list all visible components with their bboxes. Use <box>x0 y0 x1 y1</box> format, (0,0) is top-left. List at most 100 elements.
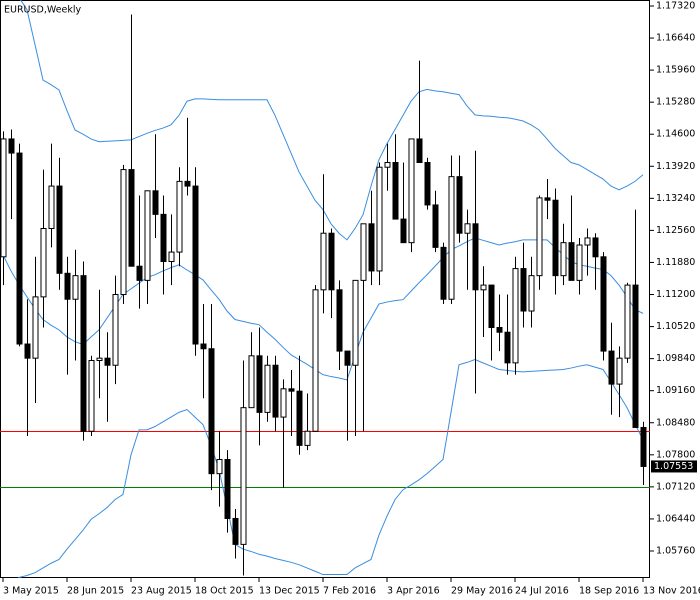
candle-body <box>192 185 199 345</box>
x-tick-label: 24 Jul 2016 <box>515 586 569 597</box>
y-tick-label: 1.07800 <box>656 449 695 460</box>
candle-body <box>24 343 31 359</box>
x-tick-label: 28 Jun 2015 <box>67 586 124 597</box>
candle-body <box>600 256 607 352</box>
candle-body <box>0 138 7 258</box>
last-price-label: 1.07553 <box>654 461 693 472</box>
candle-body <box>280 388 287 418</box>
candle-body <box>576 244 583 281</box>
candle-body <box>136 265 143 281</box>
candle-body <box>616 357 623 385</box>
candle-body <box>496 327 503 333</box>
y-tick-label: 1.13920 <box>656 161 695 172</box>
candle-body <box>64 272 71 300</box>
candle-body <box>608 350 615 385</box>
candle-body <box>344 350 351 366</box>
chart-title: EURUSD,Weekly <box>4 5 82 16</box>
candle-body <box>392 162 399 220</box>
candle-body <box>352 279 359 366</box>
y-tick-label: 1.14600 <box>656 129 695 140</box>
candle-body <box>272 364 279 418</box>
candle-body <box>264 364 271 413</box>
candle-body <box>56 185 63 274</box>
x-tick-label: 13 Dec 2015 <box>259 586 320 597</box>
y-tick-label: 1.06440 <box>656 513 695 524</box>
candle-body <box>16 152 23 345</box>
candle-body <box>416 138 423 164</box>
candle-body <box>512 268 519 364</box>
candle-body <box>40 228 47 298</box>
candle-body <box>400 218 407 244</box>
candle-body <box>384 162 391 168</box>
candle-body <box>568 242 575 281</box>
candle-body <box>432 204 439 248</box>
x-tick-label: 3 Apr 2016 <box>387 586 440 597</box>
y-tick-label: 1.17320 <box>656 0 695 11</box>
candle-body <box>304 430 311 446</box>
y-tick-label: 1.15960 <box>656 65 695 76</box>
candle-body <box>504 331 511 364</box>
x-tick-label: 18 Sep 2016 <box>579 586 639 597</box>
x-tick-label: 13 Nov 2016 <box>643 586 700 597</box>
candle-body <box>184 180 191 187</box>
candle-body <box>160 213 167 263</box>
candle-body <box>592 237 599 258</box>
candle-body <box>296 390 303 446</box>
candle-body <box>368 223 375 272</box>
y-tick-label: 1.09160 <box>656 385 695 396</box>
y-tick-label: 1.08480 <box>656 417 695 428</box>
candle-body <box>248 355 255 409</box>
candle-body <box>224 459 231 519</box>
candle-body <box>208 348 215 475</box>
plot-area <box>0 0 650 578</box>
x-tick-label: 7 Feb 2016 <box>323 586 376 597</box>
candle-body <box>320 232 327 291</box>
candle-body <box>312 289 319 432</box>
candle-body <box>464 223 471 234</box>
y-tick-label: 1.16640 <box>656 33 695 44</box>
candle-body <box>408 138 415 244</box>
y-tick-label: 1.11880 <box>656 257 695 268</box>
candle-body <box>32 296 39 359</box>
candle-body <box>256 355 263 413</box>
candle-body <box>440 246 447 300</box>
candle-body <box>168 251 175 263</box>
x-tick-label: 23 Aug 2015 <box>131 586 192 597</box>
candle-body <box>472 223 479 291</box>
candle-body <box>152 190 159 215</box>
candle-body <box>88 360 95 432</box>
candle-body <box>552 199 559 277</box>
candle-body <box>328 232 335 291</box>
candle-body <box>240 407 247 545</box>
candle-body <box>8 138 15 154</box>
candle-body <box>288 388 295 392</box>
candle-body <box>216 459 223 475</box>
candle-body <box>536 197 543 277</box>
candle-body <box>80 275 87 432</box>
candle-body <box>376 166 383 272</box>
candle-body <box>232 517 239 545</box>
candle-body <box>456 176 463 234</box>
x-tick-label: 29 May 2016 <box>451 586 513 597</box>
candle-body <box>336 289 343 352</box>
candle-body <box>72 275 79 300</box>
candle-body <box>176 180 183 253</box>
candle-body <box>424 162 431 206</box>
last-price-box <box>651 460 697 473</box>
y-tick-label: 1.13240 <box>656 193 695 204</box>
y-tick-label: 1.05760 <box>656 545 695 556</box>
candle-body <box>120 169 127 296</box>
candle-body <box>128 169 135 267</box>
candle-body <box>480 284 487 291</box>
candle-body <box>96 357 103 362</box>
candle-body <box>520 268 527 312</box>
candle-body <box>48 185 55 230</box>
bollinger-band <box>2 237 644 381</box>
candle-body <box>584 237 591 246</box>
candle-body <box>144 190 151 281</box>
candle-body <box>112 294 119 366</box>
candle-body <box>104 357 111 366</box>
y-tick-label: 1.10520 <box>656 321 695 332</box>
